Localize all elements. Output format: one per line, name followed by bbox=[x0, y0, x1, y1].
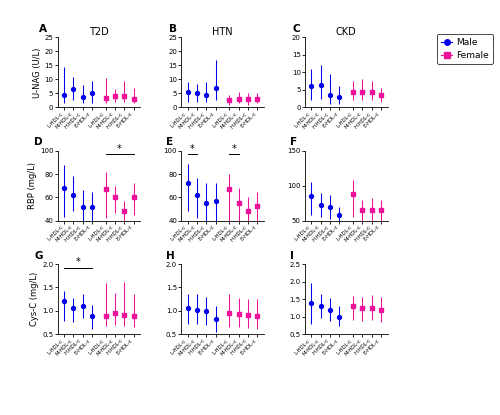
Text: I: I bbox=[290, 251, 294, 261]
Legend: Male, Female: Male, Female bbox=[437, 34, 493, 64]
Y-axis label: RBP (mg/L): RBP (mg/L) bbox=[28, 162, 37, 209]
Text: *: * bbox=[190, 144, 194, 154]
Text: G: G bbox=[34, 251, 43, 261]
Title: HTN: HTN bbox=[212, 27, 233, 37]
Text: *: * bbox=[117, 144, 122, 154]
Text: *: * bbox=[232, 144, 236, 154]
Title: CKD: CKD bbox=[336, 27, 356, 37]
Text: D: D bbox=[34, 137, 43, 147]
Title: T2D: T2D bbox=[89, 27, 108, 37]
Text: C: C bbox=[292, 24, 300, 34]
Text: *: * bbox=[76, 257, 80, 267]
Text: H: H bbox=[166, 251, 175, 261]
Text: A: A bbox=[40, 24, 48, 34]
Text: F: F bbox=[290, 137, 298, 147]
Y-axis label: Cys-C (mg/L): Cys-C (mg/L) bbox=[30, 272, 40, 326]
Y-axis label: U-NAG (U/L): U-NAG (U/L) bbox=[32, 47, 42, 98]
Text: B: B bbox=[169, 24, 177, 34]
Text: E: E bbox=[166, 137, 173, 147]
